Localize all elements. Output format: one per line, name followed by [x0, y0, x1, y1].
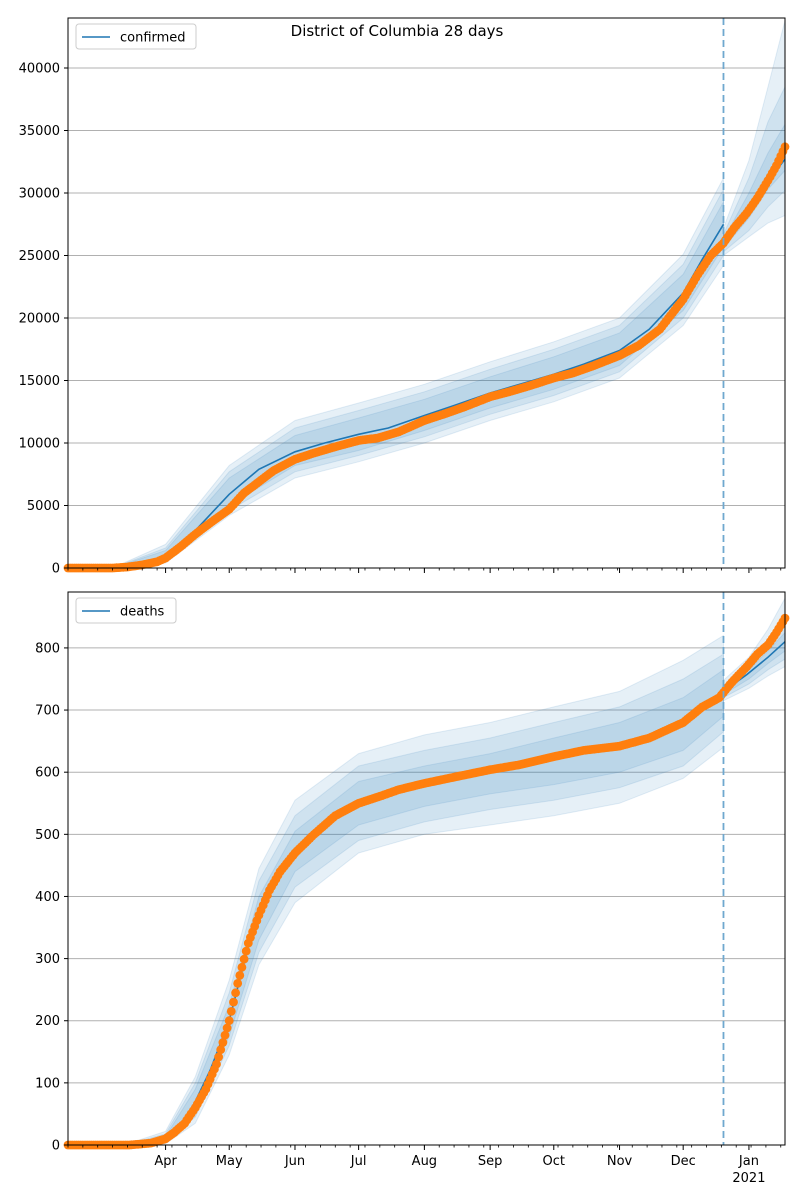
- deaths-ytick-label: 800: [35, 641, 60, 656]
- x-year-label: 2021: [732, 1171, 765, 1186]
- confirmed-ytick-label: 40000: [19, 62, 60, 77]
- x-tick-label-jan: Jan: [738, 1154, 759, 1169]
- confirmed-panel: 0 5000 10000 15000 20000 25000 30000 35000 40000…: [19, 17, 790, 577]
- deaths-ytick-label: 500: [35, 828, 60, 843]
- x-tick-label-oct: Oct: [543, 1154, 565, 1169]
- deaths-observed-point: [218, 1038, 228, 1047]
- deaths-observed-point: [224, 1016, 234, 1026]
- confirmed-ytick-label: 0: [52, 562, 60, 577]
- x-tick-label-jul: Jul: [350, 1154, 367, 1169]
- deaths-uncertainty-band: [129, 653, 724, 1146]
- confirmed-ytick-label: 10000: [19, 437, 60, 452]
- deaths-legend-label: deaths: [120, 605, 165, 620]
- deaths-ytick-label: 700: [35, 704, 60, 719]
- confirmed-ytick-label: 25000: [19, 249, 60, 264]
- deaths-observed-point: [233, 979, 243, 988]
- confirmed-legend: [75, 23, 197, 50]
- confirmed-ytick-label: 20000: [19, 312, 60, 327]
- x-tick-label-may: May: [216, 1154, 243, 1169]
- x-tick-label-apr: Apr: [154, 1154, 177, 1169]
- deaths-ytick-label: 200: [35, 1014, 60, 1029]
- deaths-observed-point: [241, 946, 251, 956]
- deaths-ytick-label: 0: [52, 1139, 60, 1154]
- confirmed-ytick-label: 35000: [19, 124, 60, 139]
- x-tick-label-aug: Aug: [412, 1154, 437, 1169]
- confirmed-axes-frame: [67, 17, 786, 569]
- deaths-legend: [75, 597, 177, 624]
- confirmed-ytick-label: 5000: [27, 499, 60, 514]
- deaths-observed-point: [239, 954, 249, 964]
- confirmed-legend-label: confirmed: [120, 31, 186, 46]
- deaths-observed-point: [212, 1059, 221, 1069]
- deaths-observed-point: [216, 1045, 226, 1055]
- confirmed-forecast-band: [723, 20, 786, 257]
- confirmed-uncertainty-band: [112, 177, 724, 569]
- deaths-axes-frame: [67, 591, 786, 1146]
- deaths-observed-point: [220, 1030, 230, 1040]
- x-tick-label-nov: Nov: [607, 1154, 633, 1169]
- deaths-observed-point: [222, 1023, 232, 1033]
- deaths-observed-point: [235, 971, 245, 980]
- deaths-observed-point: [237, 962, 247, 972]
- deaths-observed-point: [226, 1007, 236, 1016]
- deaths-ytick-label: 600: [35, 766, 60, 781]
- x-tick-label-jun: Jun: [284, 1154, 305, 1169]
- deaths-ytick-label: 100: [35, 1076, 60, 1091]
- deaths-observed-point: [229, 997, 238, 1007]
- deaths-observed-point: [231, 988, 241, 998]
- x-tick-label-dec: Dec: [671, 1154, 696, 1169]
- figure-title: District of Columbia 28 days: [291, 22, 504, 40]
- x-tick-label-sep: Sep: [478, 1154, 503, 1169]
- deaths-ytick-label: 300: [35, 952, 60, 967]
- confirmed-ytick-label: 15000: [19, 374, 60, 389]
- deaths-panel: 0 100 200 300 400 500 600 700 800 Apr May Jun Jul Aug…: [35, 591, 790, 1186]
- deaths-ytick-label: 400: [35, 890, 60, 905]
- deaths-observed-point: [214, 1052, 224, 1062]
- confirmed-ytick-label: 30000: [19, 187, 60, 202]
